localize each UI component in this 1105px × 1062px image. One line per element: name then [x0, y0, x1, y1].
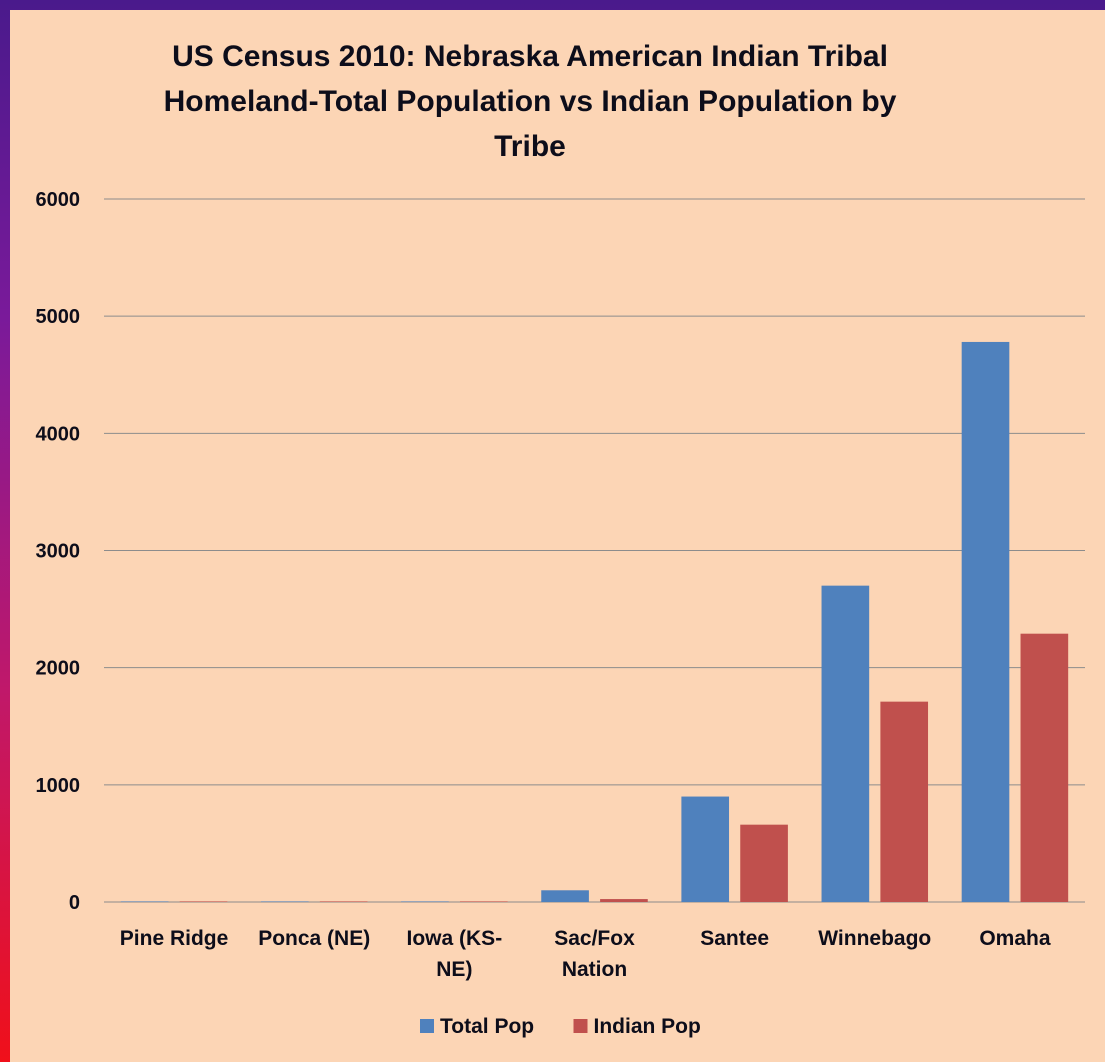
y-tick-label: 1000 [36, 775, 81, 797]
x-tick-label: Iowa (KS-NE) [407, 927, 503, 981]
bar [961, 341, 1010, 902]
bar [541, 890, 589, 902]
bar [681, 796, 730, 902]
bar [1020, 633, 1069, 902]
y-tick-label: 6000 [36, 189, 81, 211]
legend-label: Indian Pop [594, 1015, 701, 1038]
chart-title: US Census 2010: Nebraska American Indian… [163, 40, 897, 163]
y-tick-label: 2000 [36, 658, 81, 680]
bar [120, 901, 169, 902]
y-tick-label: 0 [69, 892, 80, 914]
bar [260, 901, 309, 902]
x-tick-label: Winnebago [818, 927, 931, 950]
y-tick-label: 3000 [36, 541, 81, 563]
legend-swatch [573, 1019, 588, 1033]
bar [600, 899, 648, 902]
x-tick-label: Pine Ridge [120, 927, 229, 950]
y-tick-label: 5000 [36, 306, 81, 328]
x-tick-label: Santee [700, 927, 769, 950]
bar [880, 701, 929, 902]
x-tick-label: Ponca (NE) [258, 927, 370, 950]
x-tick-label: Omaha [979, 927, 1051, 950]
legend-swatch [420, 1019, 434, 1033]
bar [319, 901, 368, 902]
x-tick-label: Sac/Fox Nation [554, 927, 635, 981]
bar [740, 824, 788, 902]
bar [401, 901, 449, 902]
bar [821, 585, 870, 902]
legend-label: Total Pop [440, 1015, 534, 1038]
bar [459, 901, 508, 902]
y-tick-label: 4000 [36, 423, 81, 445]
bar [179, 901, 228, 902]
